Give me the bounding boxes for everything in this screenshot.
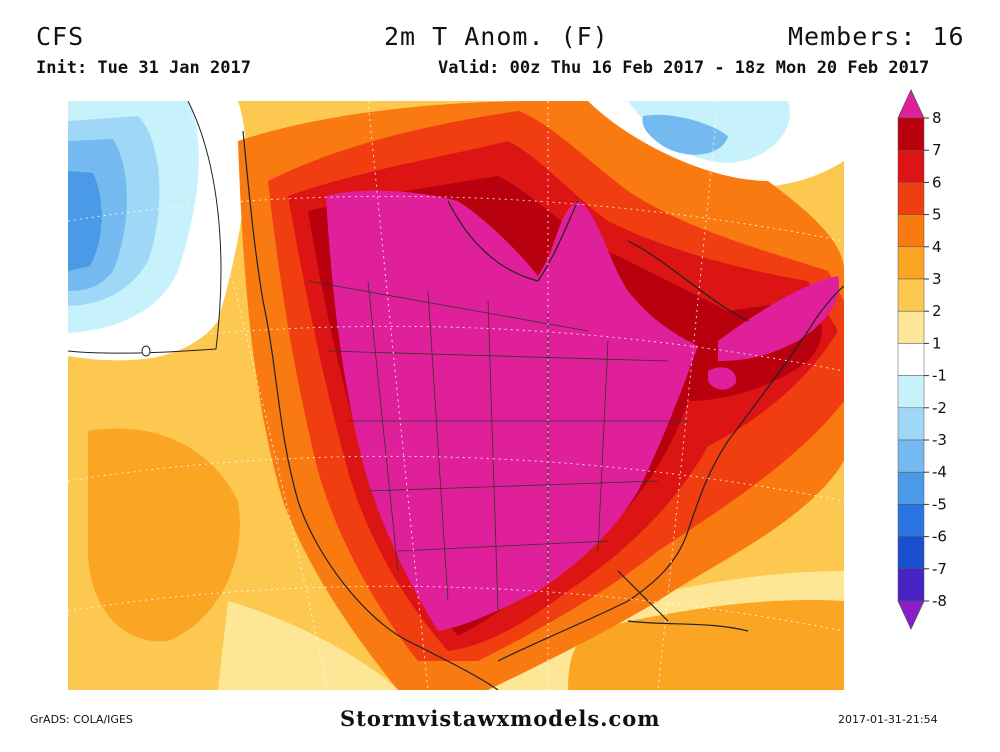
colorbar-swatch bbox=[897, 343, 925, 376]
colorbar-swatches bbox=[897, 89, 925, 630]
colorbar-swatch bbox=[897, 375, 925, 409]
colorbar-swatch bbox=[897, 246, 925, 280]
political-borders bbox=[307, 280, 688, 612]
colorbar-ticks: 8 7 6 5 4 3 2 1 -1 -2 -3 -4 -5 -6 -7 -8 bbox=[924, 109, 947, 610]
colorbar-tick-label: 8 bbox=[932, 109, 942, 127]
colorbar-tick-label: 4 bbox=[932, 238, 942, 256]
colorbar-bottom-arrow bbox=[897, 600, 925, 630]
colorbar-tick-label: 5 bbox=[932, 206, 942, 224]
colorbar-tick-label: 7 bbox=[932, 141, 942, 159]
colorbar-tick-label: -8 bbox=[932, 592, 947, 610]
colorbar-tick-label: -3 bbox=[932, 431, 947, 449]
init-time: Init: Tue 31 Jan 2017 bbox=[36, 58, 251, 78]
colorbar-tick-label: 2 bbox=[932, 302, 942, 320]
lat-lon-grid bbox=[68, 101, 844, 690]
colorbar-swatch bbox=[897, 117, 925, 151]
generation-timestamp: 2017-01-31-21:54 bbox=[838, 713, 938, 726]
zero-contour-line bbox=[68, 101, 222, 354]
colorbar-swatch bbox=[897, 182, 925, 215]
south-light-yellow bbox=[218, 601, 398, 690]
colorbar-swatch bbox=[897, 504, 925, 537]
colorbar-top-arrow bbox=[897, 89, 925, 119]
colorbar-swatch bbox=[897, 310, 925, 344]
colorbar-tick-label: -7 bbox=[932, 560, 947, 578]
colorbar-swatch bbox=[897, 568, 925, 602]
southwest-orange bbox=[88, 428, 240, 642]
colorbar-swatch bbox=[897, 407, 925, 441]
colorbar-swatch bbox=[897, 439, 925, 473]
colorbar-tick-label: 1 bbox=[932, 334, 942, 352]
anomaly-map bbox=[68, 101, 844, 690]
map-title: 2m T Anom. (F) bbox=[384, 22, 609, 51]
colorbar-tick-label: -2 bbox=[932, 399, 947, 417]
colorbar-tick-label: 3 bbox=[932, 270, 942, 288]
greenland-cold bbox=[642, 114, 728, 155]
site-watermark: Stormvistawxmodels.com bbox=[340, 706, 661, 731]
atlantic-magenta-lobe bbox=[718, 276, 839, 361]
coastlines bbox=[242, 130, 844, 690]
colorbar-tick-label: 6 bbox=[932, 173, 942, 191]
colorbar-tick-label: -1 bbox=[932, 367, 947, 385]
atlantic-magenta-blob bbox=[708, 367, 737, 390]
colorbar-swatch bbox=[897, 149, 925, 183]
zero-contour-marker bbox=[141, 345, 151, 357]
model-name: CFS bbox=[36, 22, 85, 51]
colorbar-tick-label: -5 bbox=[932, 495, 947, 513]
colorbar-swatch bbox=[897, 536, 925, 570]
colorbar-swatch bbox=[897, 214, 925, 248]
colorbar-tick-label: -6 bbox=[932, 528, 947, 546]
colorbar-swatch bbox=[897, 471, 925, 505]
valid-time: Valid: 00z Thu 16 Feb 2017 - 18z Mon 20 … bbox=[438, 58, 930, 78]
colorbar-swatch bbox=[897, 278, 925, 312]
ensemble-members: Members: 16 bbox=[788, 22, 965, 51]
colorbar-tick-label: -4 bbox=[932, 463, 947, 481]
grads-credit: GrADS: COLA/IGES bbox=[30, 713, 133, 726]
colorbar: 8 7 6 5 4 3 2 1 -1 -2 -3 -4 -5 -6 -7 -8 bbox=[897, 89, 947, 630]
pacific-coldest-region bbox=[68, 171, 102, 271]
